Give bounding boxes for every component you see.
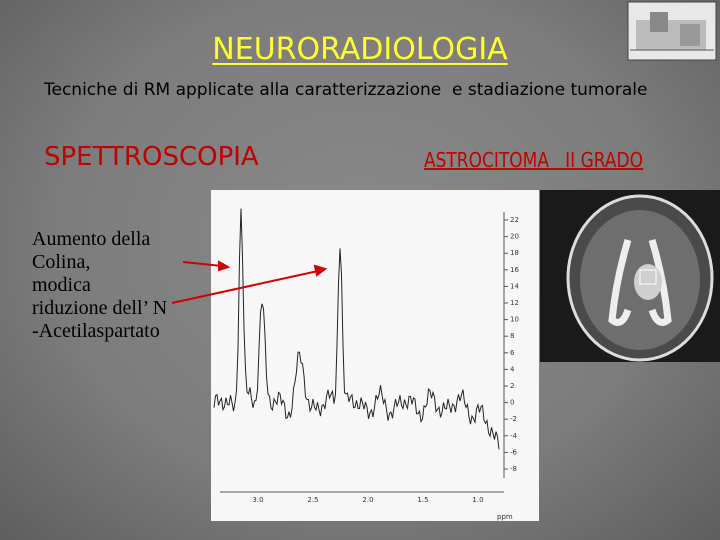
y-label: 16 (510, 266, 519, 274)
y-label: 20 (510, 233, 519, 241)
y-label: -4 (510, 432, 518, 440)
y-label: -2 (510, 415, 517, 423)
right-heading: ASTROCITOMA II GRADO (424, 148, 643, 172)
y-label: 10 (510, 316, 519, 324)
annotation: Aumento della Colina, modica riduzione dell… (32, 228, 167, 343)
title-text: NEURORADIOLOGIA (212, 32, 508, 67)
spectrum-trace (213, 208, 500, 450)
title: NEURORADIOLOGIA (0, 32, 720, 67)
annotation-line: Colina, (32, 251, 91, 273)
y-label: 14 (510, 282, 519, 290)
annotation-line: modica (32, 274, 91, 296)
mri-image: L (540, 190, 720, 362)
x-label: 2.0 (362, 496, 373, 504)
y-label: 4 (510, 365, 515, 373)
subtitle: Tecniche di RM applicate alla caratteriz… (44, 80, 648, 100)
y-label: 8 (510, 332, 514, 340)
x-label: 1.0 (472, 496, 483, 504)
x-label: 3.0 (252, 496, 263, 504)
x-label: 1.5 (417, 496, 428, 504)
x-labels: 3.0 2.5 2.0 1.5 1.0 (252, 496, 483, 504)
arrows (171, 260, 328, 304)
y-label: -6 (510, 448, 518, 456)
annotation-line: riduzione dell’ N (32, 297, 168, 319)
x-unit: ppm (497, 513, 513, 521)
y-label: 18 (510, 249, 519, 257)
y-label: 2 (510, 382, 514, 390)
svg-text:L: L (710, 266, 714, 274)
annotation-line: -Acetilaspartato (32, 320, 160, 342)
thumbnail (627, 1, 717, 61)
x-label: 2.5 (307, 496, 318, 504)
y-label: 0 (510, 399, 514, 407)
y-label: 12 (510, 299, 519, 307)
y-label: -8 (510, 465, 517, 473)
y-label: 6 (510, 349, 515, 357)
spectrum-image (211, 190, 539, 521)
annotation-line: Aumento della (32, 228, 151, 250)
left-heading: SPETTROSCOPIA (44, 142, 259, 172)
y-label: 22 (510, 216, 519, 224)
